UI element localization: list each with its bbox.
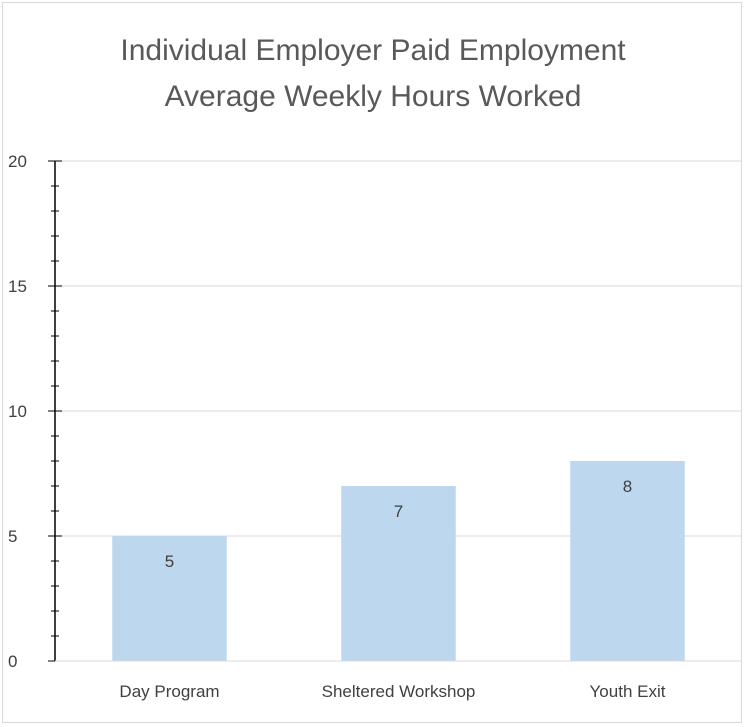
y-tick-label-20: 20 xyxy=(8,152,27,171)
bar-1 xyxy=(112,536,227,661)
x-tick-label-3: Youth Exit xyxy=(590,682,666,701)
chart-title-line-1: Individual Employer Paid Employment xyxy=(120,34,626,67)
data-label-2: 7 xyxy=(394,502,403,521)
x-tick-label-1: Day Program xyxy=(119,682,219,701)
y-tick-label-15: 15 xyxy=(8,277,27,296)
data-label-3: 8 xyxy=(623,477,632,496)
data-label-1: 5 xyxy=(165,552,174,571)
chart-title-line-2: Average Weekly Hours Worked xyxy=(164,80,582,113)
x-tick-label-2: Sheltered Workshop xyxy=(322,682,476,701)
y-tick-label-10: 10 xyxy=(8,402,27,421)
y-tick-label-5: 5 xyxy=(8,527,17,546)
bar-2 xyxy=(341,486,456,661)
bar-3 xyxy=(570,461,685,661)
chart-title: Individual Employer Paid Employment Aver… xyxy=(0,28,746,120)
y-tick-label-0: 0 xyxy=(8,652,17,671)
